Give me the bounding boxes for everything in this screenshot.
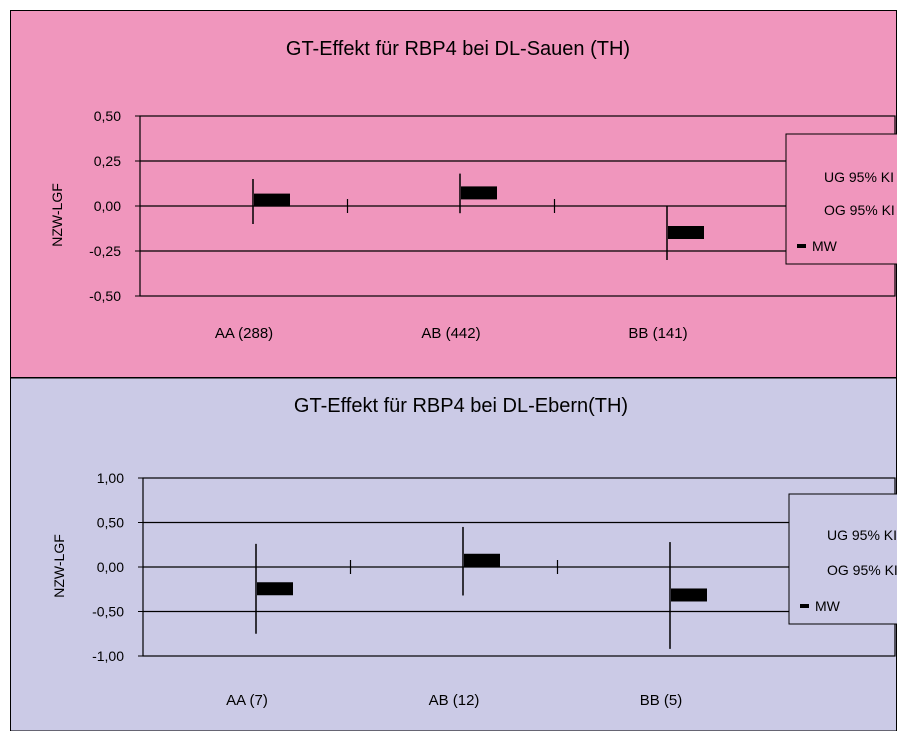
category-label: BB (141) (628, 325, 687, 342)
chart-ebern: GT-Effekt für RBP4 bei DL-Ebern(TH) NZW-… (10, 378, 897, 731)
chart-sauen: GT-Effekt für RBP4 bei DL-Sauen (TH) NZW… (10, 10, 897, 378)
y-tick-label: 0,00 (94, 198, 121, 214)
mean-marker (464, 553, 500, 567)
category-label: AB (442) (421, 325, 480, 342)
y-tick-label: -0,25 (89, 243, 121, 259)
legend-marker (797, 244, 806, 248)
mean-marker (461, 186, 497, 200)
legend-entry: OG 95% KI (827, 562, 897, 578)
y-axis-label: NZW-LGF (51, 534, 67, 598)
y-tick-label: 0,00 (97, 559, 124, 575)
category-label: BB (5) (640, 692, 683, 709)
mean-marker (254, 193, 290, 207)
category-label: AA (7) (226, 692, 268, 709)
y-tick-label: -0,50 (92, 604, 124, 620)
legend-entry: MW (815, 598, 841, 614)
y-tick-label: -0,50 (89, 288, 121, 304)
legend: UG 95% KI OG 95% KI MW (788, 493, 897, 625)
legend-box (785, 133, 897, 265)
legend-marker (800, 604, 809, 608)
category-label: AA (288) (215, 325, 273, 342)
legend-entry: MW (812, 238, 838, 254)
mean-marker (671, 588, 707, 602)
mean-marker (668, 226, 704, 239)
legend-box (788, 493, 897, 625)
y-axis-label: NZW-LGF (49, 183, 65, 247)
y-tick-label: -1,00 (92, 648, 124, 664)
plot-area: 1,00 0,50 0,00 -0,50 -1,00 AA (7) AB (12) BB (5… (92, 470, 896, 709)
y-tick-label: 1,00 (97, 470, 124, 486)
legend-entry: UG 95% KI (827, 527, 897, 543)
y-tick-label: 0,50 (97, 515, 124, 531)
chart-title: GT-Effekt für RBP4 bei DL-Ebern(TH) (294, 395, 628, 417)
legend-entry: OG 95% KI (824, 202, 895, 218)
y-tick-label: 0,50 (94, 108, 121, 124)
mean-marker (257, 582, 293, 596)
legend: UG 95% KI OG 95% KI MW (785, 133, 897, 265)
y-tick-label: 0,25 (94, 153, 121, 169)
category-label: AB (12) (429, 692, 480, 709)
chart-title: GT-Effekt für RBP4 bei DL-Sauen (TH) (286, 38, 630, 60)
legend-entry: UG 95% KI (824, 169, 894, 185)
plot-area: 0,50 0,25 0,00 -0,25 -0,50 AA (288) AB (442) BB… (89, 108, 896, 342)
